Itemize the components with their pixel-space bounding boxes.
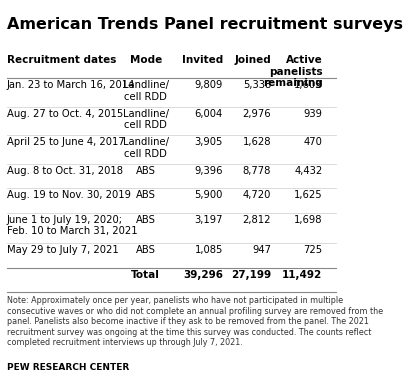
Text: 2,976: 2,976 bbox=[242, 109, 271, 119]
Text: 6,004: 6,004 bbox=[195, 109, 223, 119]
Text: 27,199: 27,199 bbox=[231, 270, 271, 280]
Text: 4,432: 4,432 bbox=[294, 166, 323, 175]
Text: May 29 to July 7, 2021: May 29 to July 7, 2021 bbox=[7, 245, 118, 255]
Text: Recruitment dates: Recruitment dates bbox=[7, 55, 116, 65]
Text: Landline/
cell RDD: Landline/ cell RDD bbox=[123, 137, 169, 159]
Text: ABS: ABS bbox=[136, 190, 156, 200]
Text: 39,296: 39,296 bbox=[183, 270, 223, 280]
Text: Joined: Joined bbox=[234, 55, 271, 65]
Text: 725: 725 bbox=[303, 245, 323, 255]
Text: 9,396: 9,396 bbox=[194, 166, 223, 175]
Text: 470: 470 bbox=[304, 137, 323, 147]
Text: Aug. 27 to Oct. 4, 2015: Aug. 27 to Oct. 4, 2015 bbox=[7, 109, 123, 119]
Text: 11,492: 11,492 bbox=[282, 270, 323, 280]
Text: American Trends Panel recruitment surveys: American Trends Panel recruitment survey… bbox=[7, 17, 403, 32]
Text: 3,197: 3,197 bbox=[194, 215, 223, 225]
Text: 8,778: 8,778 bbox=[243, 166, 271, 175]
Text: ABS: ABS bbox=[136, 215, 156, 225]
Text: 1,698: 1,698 bbox=[294, 215, 323, 225]
Text: 1,628: 1,628 bbox=[242, 137, 271, 147]
Text: 4,720: 4,720 bbox=[243, 190, 271, 200]
Text: Jan. 23 to March 16, 2014: Jan. 23 to March 16, 2014 bbox=[7, 80, 135, 90]
Text: Mode: Mode bbox=[130, 55, 162, 65]
Text: 1,625: 1,625 bbox=[294, 190, 323, 200]
Text: 2,812: 2,812 bbox=[242, 215, 271, 225]
Text: 1,085: 1,085 bbox=[194, 245, 223, 255]
Text: PEW RESEARCH CENTER: PEW RESEARCH CENTER bbox=[7, 363, 129, 372]
Text: 5,900: 5,900 bbox=[194, 190, 223, 200]
Text: 1,603: 1,603 bbox=[294, 80, 323, 90]
Text: Total: Total bbox=[131, 270, 160, 280]
Text: 939: 939 bbox=[303, 109, 323, 119]
Text: ABS: ABS bbox=[136, 245, 156, 255]
Text: 5,338: 5,338 bbox=[243, 80, 271, 90]
Text: June 1 to July 19, 2020;
Feb. 10 to March 31, 2021: June 1 to July 19, 2020; Feb. 10 to Marc… bbox=[7, 215, 137, 236]
Text: Aug. 19 to Nov. 30, 2019: Aug. 19 to Nov. 30, 2019 bbox=[7, 190, 131, 200]
Text: Landline/
cell RDD: Landline/ cell RDD bbox=[123, 109, 169, 130]
Text: Aug. 8 to Oct. 31, 2018: Aug. 8 to Oct. 31, 2018 bbox=[7, 166, 123, 175]
Text: Note: Approximately once per year, panelists who have not participated in multip: Note: Approximately once per year, panel… bbox=[7, 296, 383, 347]
Text: April 25 to June 4, 2017: April 25 to June 4, 2017 bbox=[7, 137, 125, 147]
Text: Invited: Invited bbox=[182, 55, 223, 65]
Text: 947: 947 bbox=[252, 245, 271, 255]
Text: Active
panelists
remaining: Active panelists remaining bbox=[262, 55, 323, 88]
Text: 9,809: 9,809 bbox=[194, 80, 223, 90]
Text: ABS: ABS bbox=[136, 166, 156, 175]
Text: Landline/
cell RDD: Landline/ cell RDD bbox=[123, 80, 169, 102]
Text: 3,905: 3,905 bbox=[194, 137, 223, 147]
